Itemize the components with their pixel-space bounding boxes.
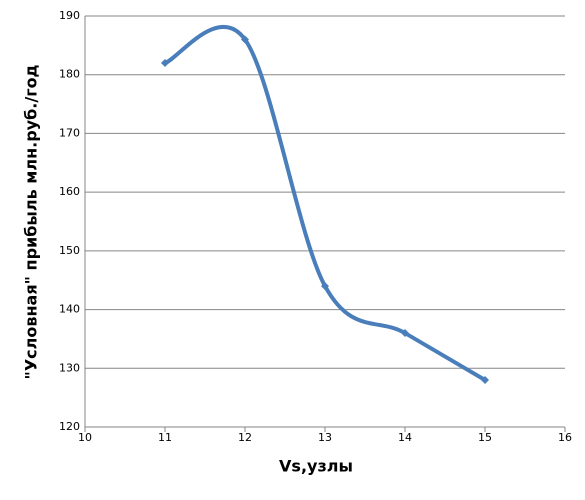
- y-tick-label: 180: [59, 68, 80, 81]
- y-tick-label: 170: [59, 126, 80, 139]
- line: [163, 24, 487, 383]
- point: [161, 58, 169, 67]
- y-tick-label: 120: [59, 420, 80, 433]
- point: [481, 376, 489, 385]
- x-axis-label: Vs,узлы: [279, 457, 353, 476]
- y-tick-label: 190: [59, 9, 80, 22]
- point: [401, 329, 409, 338]
- y-tick-label: 160: [59, 185, 80, 198]
- x-tick-label: 16: [558, 431, 572, 444]
- x-tick-label: 15: [478, 431, 492, 444]
- x-tick-label: 14: [398, 431, 412, 444]
- y-tick-label: 140: [59, 303, 80, 316]
- y-tick-label: 130: [59, 361, 80, 374]
- x-tick-label: 11: [158, 431, 172, 444]
- x-tick-label: 10: [78, 431, 92, 444]
- point: [241, 35, 249, 44]
- point: [321, 282, 329, 291]
- x-tick-label: 12: [238, 431, 252, 444]
- y-tick-label: 150: [59, 244, 80, 257]
- y-axis-label: "Условная" прибыль млн.руб./год: [22, 64, 41, 379]
- x-tick-label: 13: [318, 431, 332, 444]
